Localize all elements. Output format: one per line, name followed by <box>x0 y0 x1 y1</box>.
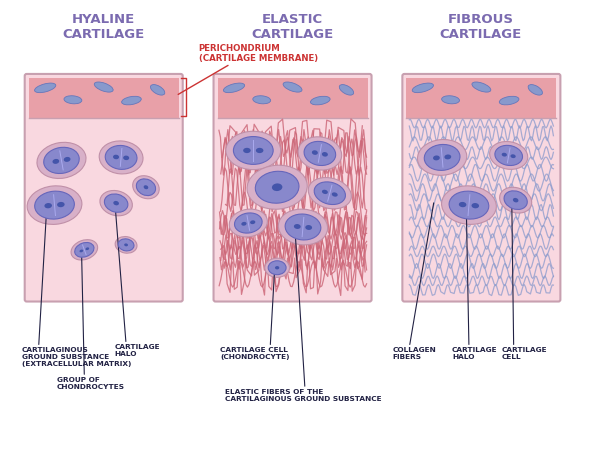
Ellipse shape <box>118 239 134 251</box>
Ellipse shape <box>310 96 330 105</box>
Ellipse shape <box>445 154 451 159</box>
Ellipse shape <box>75 243 94 257</box>
Ellipse shape <box>229 209 268 237</box>
Ellipse shape <box>283 82 302 92</box>
Ellipse shape <box>35 83 56 93</box>
Ellipse shape <box>100 190 133 216</box>
Ellipse shape <box>233 136 273 164</box>
Ellipse shape <box>247 165 307 209</box>
Ellipse shape <box>513 198 518 202</box>
Ellipse shape <box>113 201 119 205</box>
Ellipse shape <box>256 148 263 153</box>
Ellipse shape <box>285 214 321 240</box>
Ellipse shape <box>272 184 283 191</box>
Ellipse shape <box>44 203 52 208</box>
Bar <box>218 78 368 117</box>
Ellipse shape <box>123 156 129 160</box>
Ellipse shape <box>235 213 262 233</box>
Text: GROUP OF
CHONDROCYTES: GROUP OF CHONDROCYTES <box>56 377 125 390</box>
Ellipse shape <box>424 144 460 171</box>
Ellipse shape <box>151 85 165 95</box>
Ellipse shape <box>133 176 159 199</box>
Ellipse shape <box>37 142 86 179</box>
Text: ELASTIC FIBERS OF THE
CARTILAGINOUS GROUND SUBSTANCE: ELASTIC FIBERS OF THE CARTILAGINOUS GROU… <box>226 389 382 402</box>
Ellipse shape <box>115 237 137 253</box>
Ellipse shape <box>250 220 256 224</box>
Text: CARTILAGE
CELL: CARTILAGE CELL <box>502 347 547 360</box>
Ellipse shape <box>256 171 299 203</box>
Ellipse shape <box>268 261 286 274</box>
Ellipse shape <box>472 203 479 208</box>
FancyBboxPatch shape <box>214 74 371 302</box>
Ellipse shape <box>35 191 74 219</box>
Text: CARTILAGINOUS
GROUND SUBSTANCE
(EXTRACELLULAR MATRIX): CARTILAGINOUS GROUND SUBSTANCE (EXTRACEL… <box>22 347 131 367</box>
Ellipse shape <box>104 194 128 212</box>
Ellipse shape <box>122 96 141 105</box>
Ellipse shape <box>27 186 82 225</box>
Ellipse shape <box>57 202 65 207</box>
Ellipse shape <box>412 83 433 93</box>
Ellipse shape <box>71 240 98 260</box>
Ellipse shape <box>528 85 542 95</box>
Ellipse shape <box>85 248 89 250</box>
Ellipse shape <box>490 141 528 169</box>
Ellipse shape <box>504 191 527 210</box>
Ellipse shape <box>278 209 328 245</box>
Ellipse shape <box>314 182 346 205</box>
Ellipse shape <box>113 155 119 159</box>
Ellipse shape <box>304 141 335 166</box>
FancyBboxPatch shape <box>403 74 560 302</box>
Ellipse shape <box>136 179 155 196</box>
Text: HYALINE
CARTILAGE: HYALINE CARTILAGE <box>62 14 145 41</box>
Ellipse shape <box>442 96 460 104</box>
Text: FIBROUS
CARTILAGE: FIBROUS CARTILAGE <box>440 14 522 41</box>
Ellipse shape <box>298 137 341 170</box>
Bar <box>406 78 556 117</box>
Ellipse shape <box>308 178 352 209</box>
Ellipse shape <box>322 152 328 157</box>
Ellipse shape <box>500 187 532 213</box>
Bar <box>29 78 179 117</box>
Ellipse shape <box>332 192 338 197</box>
Ellipse shape <box>94 82 113 92</box>
Ellipse shape <box>511 154 516 158</box>
Ellipse shape <box>502 153 507 157</box>
Ellipse shape <box>99 141 143 174</box>
Ellipse shape <box>64 96 82 104</box>
Ellipse shape <box>305 225 312 230</box>
Ellipse shape <box>459 202 466 207</box>
Ellipse shape <box>124 243 128 246</box>
Ellipse shape <box>226 131 281 170</box>
Ellipse shape <box>253 96 271 104</box>
FancyBboxPatch shape <box>25 74 183 302</box>
Ellipse shape <box>433 155 440 160</box>
Ellipse shape <box>241 222 247 226</box>
Ellipse shape <box>499 96 519 105</box>
Ellipse shape <box>442 186 496 225</box>
Ellipse shape <box>322 190 328 194</box>
Ellipse shape <box>265 258 289 277</box>
Ellipse shape <box>275 266 279 270</box>
Text: COLLAGEN
FIBERS: COLLAGEN FIBERS <box>392 347 436 360</box>
Ellipse shape <box>105 145 137 169</box>
Ellipse shape <box>243 148 251 153</box>
Text: CARTILAGE
HALO: CARTILAGE HALO <box>452 347 497 360</box>
Ellipse shape <box>294 224 301 229</box>
Ellipse shape <box>52 159 59 164</box>
Ellipse shape <box>418 140 467 176</box>
Ellipse shape <box>80 250 83 252</box>
Text: CARTILAGE
HALO: CARTILAGE HALO <box>114 344 160 357</box>
Text: ELASTIC
CARTILAGE: ELASTIC CARTILAGE <box>251 14 333 41</box>
Text: CARTILAGE CELL
(CHONDROCYTE): CARTILAGE CELL (CHONDROCYTE) <box>220 347 290 360</box>
Ellipse shape <box>44 147 79 174</box>
Ellipse shape <box>143 185 148 189</box>
Text: PERICHONDRIUM
(CARTILAGE MEMBRANE): PERICHONDRIUM (CARTILAGE MEMBRANE) <box>199 44 318 63</box>
Ellipse shape <box>223 83 245 93</box>
Ellipse shape <box>339 85 353 95</box>
Ellipse shape <box>472 82 491 92</box>
Ellipse shape <box>495 145 523 166</box>
Ellipse shape <box>449 191 489 219</box>
Ellipse shape <box>312 150 318 155</box>
Ellipse shape <box>64 157 70 162</box>
